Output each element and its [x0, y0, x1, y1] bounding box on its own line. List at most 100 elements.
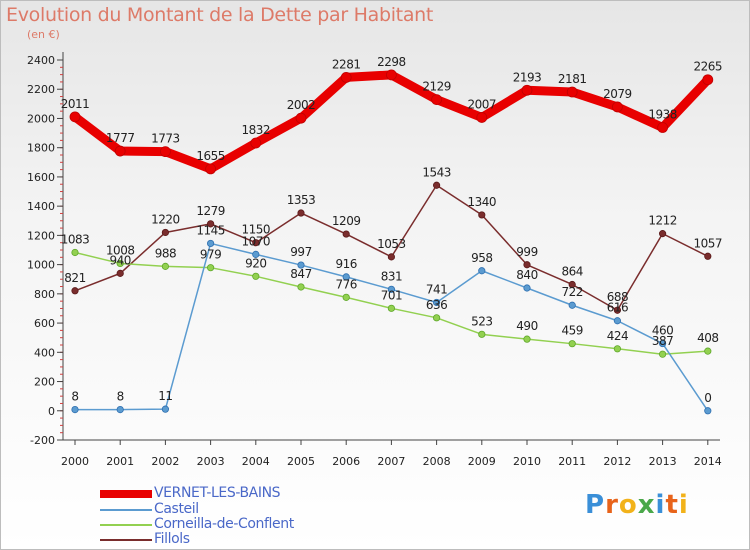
data-point: [252, 272, 260, 280]
y-tick-label: 0: [48, 405, 55, 418]
x-tick-label: 2013: [649, 455, 677, 468]
data-label: 958: [471, 251, 492, 265]
data-label: 11: [158, 389, 172, 403]
data-label: 2129: [422, 80, 451, 94]
y-tick-label: 2400: [27, 54, 55, 67]
legend-label: Casteil: [154, 501, 199, 517]
data-point: [250, 137, 262, 149]
data-label: 940: [109, 253, 130, 267]
data-point: [387, 285, 395, 293]
data-label: 0: [704, 391, 711, 405]
data-point: [523, 284, 531, 292]
data-point: [385, 69, 397, 81]
data-label: 920: [245, 256, 266, 270]
data-point: [613, 306, 622, 314]
legend-swatch: [100, 524, 152, 526]
data-point: [432, 314, 441, 322]
legend-label: Fillols: [154, 531, 190, 547]
x-tick-label: 2004: [242, 455, 270, 468]
data-label: 387: [652, 334, 673, 348]
data-point: [161, 405, 169, 413]
data-point: [478, 267, 486, 275]
data-point: [704, 347, 712, 355]
data-label: 490: [516, 319, 537, 333]
data-point: [521, 84, 533, 96]
data-point: [478, 211, 486, 219]
data-point: [658, 339, 667, 348]
x-tick-label: 2009: [468, 455, 496, 468]
data-point: [342, 230, 350, 238]
y-tick-label: 1600: [27, 171, 55, 184]
logo-letter: x: [637, 490, 656, 520]
data-label: 741: [426, 282, 447, 296]
x-tick-label: 2001: [106, 455, 134, 468]
x-tick-label: 2014: [694, 455, 722, 468]
data-point: [297, 283, 305, 291]
chart-unit: (en €): [27, 28, 60, 41]
x-tick-label: 2006: [332, 455, 360, 468]
data-point: [568, 280, 576, 289]
y-tick-label: 1000: [27, 259, 55, 272]
data-label: 408: [697, 331, 718, 345]
data-point: [205, 163, 217, 175]
data-label: 2011: [61, 97, 90, 111]
data-point: [478, 330, 486, 338]
data-labels: 2011 1777 1773 1655 1832 2002 2281 2298 2129 2007…: [61, 55, 723, 405]
x-tick-label: 2007: [377, 455, 405, 468]
data-point: [340, 71, 352, 83]
data-label: 2181: [558, 72, 587, 86]
data-point: [116, 269, 124, 277]
data-label: 1938: [648, 108, 677, 122]
axes: -200 0 200 400 600 800 1000 1200 1400 1600 1800 200…: [27, 52, 722, 468]
data-point: [658, 350, 667, 358]
data-label: 1070: [242, 234, 271, 248]
data-label: 1220: [151, 212, 180, 226]
data-label: 840: [516, 268, 537, 282]
y-tick-label: 2000: [27, 112, 55, 125]
x-tick-label: 2002: [151, 455, 179, 468]
data-point: [71, 248, 79, 257]
data-point: [432, 181, 441, 189]
legend-swatch: [100, 509, 152, 511]
legend-swatch: [100, 490, 152, 498]
x-tick-label: 2005: [287, 455, 315, 468]
data-label: 1209: [332, 214, 361, 228]
data-label: 979: [200, 248, 221, 262]
y-tick-label: -200: [30, 434, 55, 447]
data-label: 1053: [377, 237, 406, 251]
data-label: 1083: [61, 232, 90, 246]
data-label: 831: [381, 269, 402, 283]
data-label: 1655: [196, 149, 225, 163]
data-point: [207, 239, 215, 248]
data-label: 460: [652, 324, 673, 338]
x-tick-label: 2008: [423, 455, 451, 468]
proxiti-logo: Proxiti: [585, 490, 689, 520]
data-point: [161, 262, 169, 270]
x-tick-label: 2011: [558, 455, 586, 468]
data-point: [252, 239, 260, 247]
data-point: [116, 259, 124, 268]
y-tick-label: 1200: [27, 229, 55, 242]
data-point: [704, 407, 712, 415]
data-label: 8: [71, 390, 78, 404]
logo-letter: i: [655, 490, 666, 520]
data-point: [702, 74, 714, 86]
x-tick-label: 2003: [197, 455, 225, 468]
data-point: [159, 146, 171, 158]
data-label: 1777: [106, 131, 135, 145]
data-point: [71, 287, 79, 295]
data-label: 1212: [648, 214, 677, 228]
data-label: 2002: [287, 98, 316, 112]
data-label: 1057: [694, 236, 723, 250]
data-point: [71, 405, 79, 414]
data-label: 988: [155, 246, 176, 260]
logo-letter: o: [618, 490, 638, 520]
data-label: 821: [64, 271, 85, 285]
data-point: [252, 250, 260, 258]
data-label: 1279: [196, 204, 225, 218]
data-point: [207, 264, 215, 272]
data-point: [342, 273, 350, 281]
data-label: 1773: [151, 132, 180, 146]
data-label: 1008: [106, 243, 135, 257]
